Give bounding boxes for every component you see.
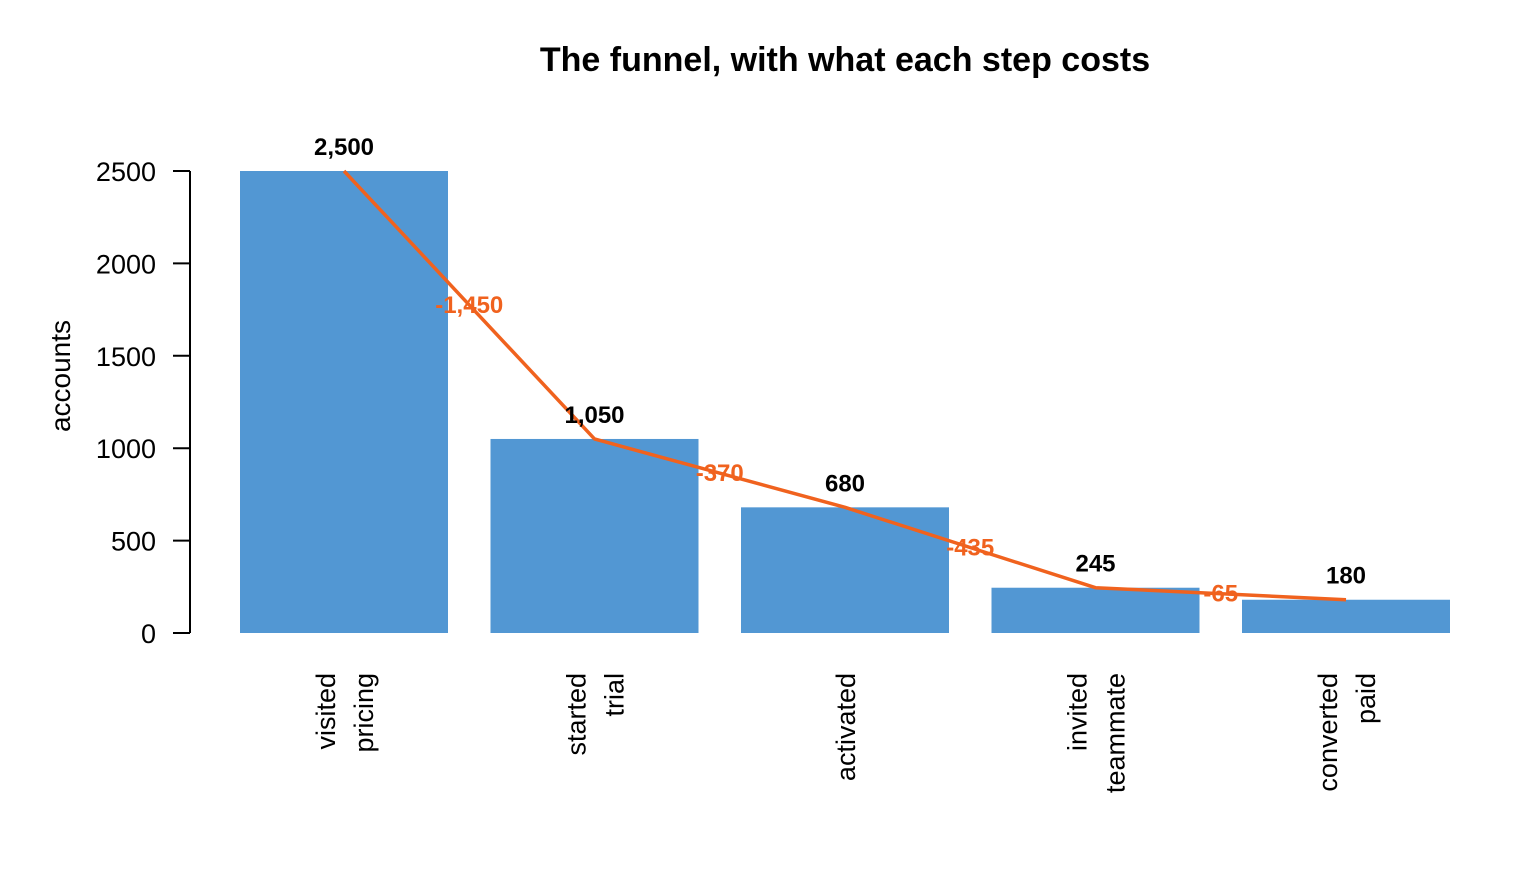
- y-axis-ticks: 0 500 1000 1500 2000 2500: [96, 157, 190, 649]
- y-tick-label: 500: [111, 527, 156, 557]
- bar: [490, 438, 699, 633]
- value-labels: 2,500 1,050 680 245 180: [314, 134, 1366, 590]
- y-tick-label: 0: [141, 619, 156, 649]
- x-category-label: teammate: [1101, 673, 1131, 793]
- bar: [1242, 599, 1450, 633]
- y-tick-label: 2000: [96, 249, 156, 279]
- x-axis-labels: visited pricing started trial activated invit…: [311, 673, 1381, 793]
- x-category-label: activated: [831, 673, 861, 781]
- value-label: 1,050: [564, 402, 624, 429]
- step-drop-label: -435: [946, 535, 994, 562]
- value-label: 180: [1326, 563, 1366, 590]
- bars: [240, 171, 1450, 633]
- step-drop-label: -65: [1203, 581, 1238, 608]
- bar: [991, 587, 1200, 633]
- y-tick-label: 1000: [96, 434, 156, 464]
- x-category-label: started: [562, 673, 592, 756]
- chart-title: The funnel, with what each step costs: [540, 41, 1150, 79]
- funnel-line: [342, 169, 1347, 602]
- x-category-label: converted: [1313, 673, 1343, 792]
- x-category-label: pricing: [349, 673, 379, 753]
- bar: [240, 171, 448, 633]
- x-category-label: paid: [1351, 673, 1381, 724]
- step-drop-label: -370: [696, 460, 744, 487]
- value-label: 2,500: [314, 134, 374, 161]
- x-category-label: visited: [311, 673, 341, 750]
- y-tick-label: 1500: [96, 342, 156, 372]
- step-drop-label: -1,450: [435, 292, 503, 319]
- x-category-label: invited: [1063, 673, 1093, 751]
- value-label: 245: [1075, 551, 1115, 578]
- x-category-label: trial: [600, 673, 630, 717]
- drop-labels: -1,450 -370 -435 -65: [435, 292, 1238, 608]
- value-label: 680: [825, 470, 865, 497]
- funnel-line-group: [342, 169, 1347, 602]
- y-tick-label: 2500: [96, 157, 156, 187]
- y-axis-label: accounts: [45, 320, 76, 432]
- bar: [741, 507, 949, 633]
